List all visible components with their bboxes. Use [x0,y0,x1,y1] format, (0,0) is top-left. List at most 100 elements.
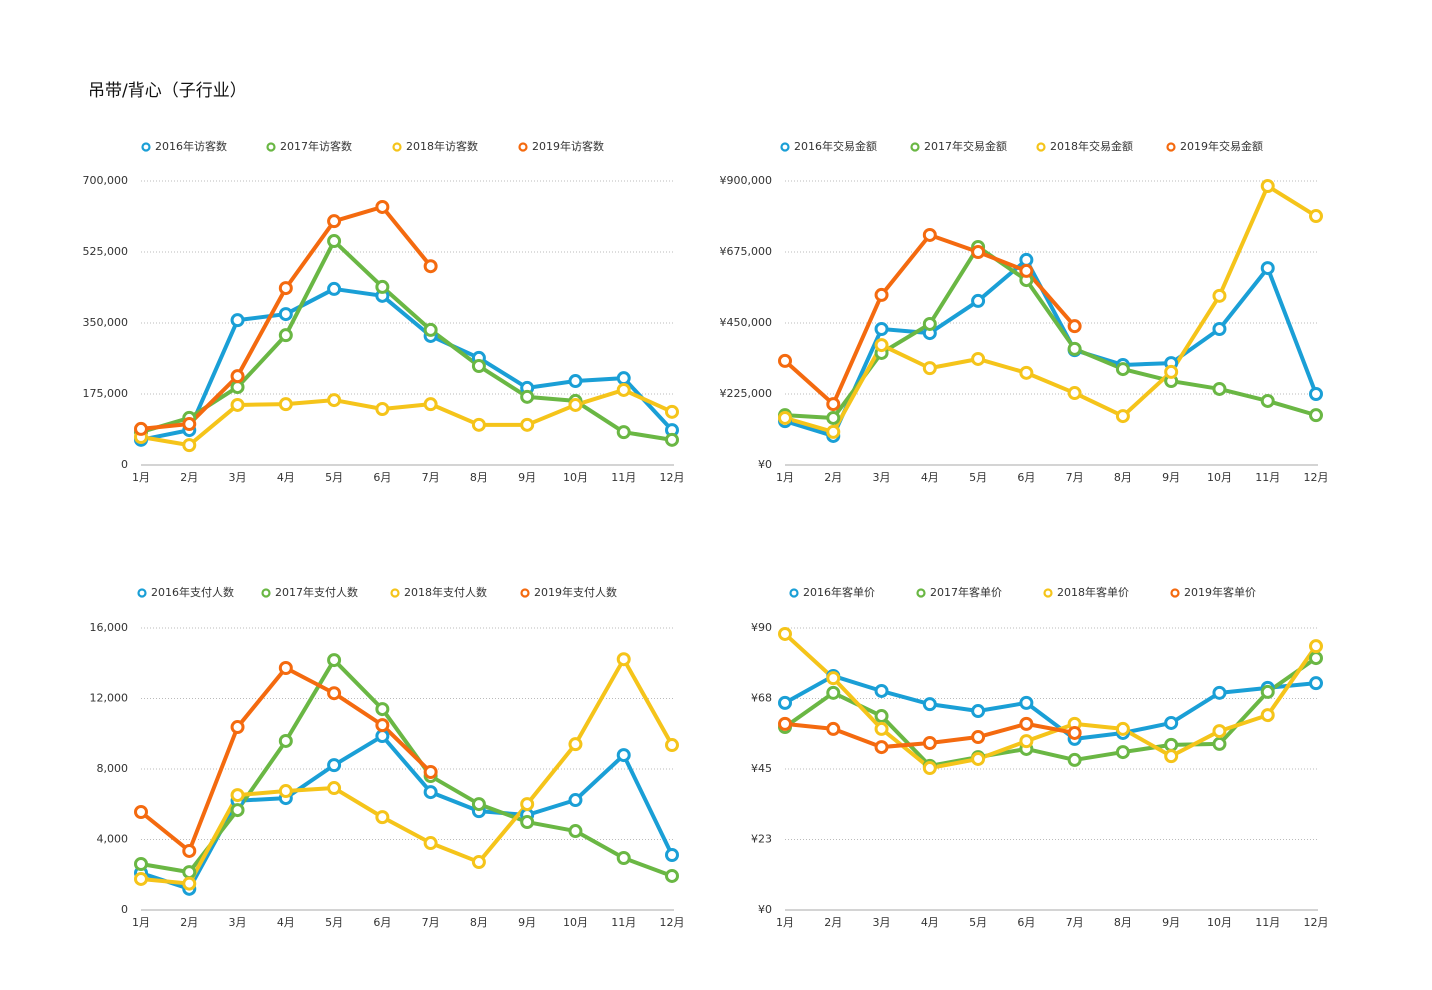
data-point [1309,651,1323,666]
data-point [520,797,535,812]
data-point [922,697,937,712]
data-point [278,281,293,296]
data-point [1115,745,1130,760]
data-point [826,685,841,700]
x-tick-label: 2月 [824,916,842,929]
data-point [665,432,679,447]
data-point [922,361,937,376]
legend-marker [916,588,926,598]
legend-marker [1166,142,1176,152]
data-point [1067,319,1082,334]
series-line [140,658,673,878]
series-line [140,734,674,891]
legend-label: 2017年支付人数 [275,585,358,599]
data-point [375,718,390,733]
data-point [778,695,792,710]
data-point [182,417,197,432]
y-tick-label: ¥675,000 [720,245,773,258]
y-tick-label: ¥900,000 [720,174,773,187]
y-tick-label: ¥23 [751,833,772,846]
legend-label: 2016年支付人数 [151,585,234,599]
x-tick-label: 7月 [422,916,440,929]
data-point [230,397,245,412]
data-point [1309,676,1323,691]
series-line [140,239,673,442]
x-tick-label: 10月 [563,471,588,484]
legend-label: 2016年客单价 [803,585,875,599]
data-point [423,836,438,851]
series-line [784,673,1317,741]
data-point [134,805,148,820]
legend-label: 2018年支付人数 [404,585,487,599]
data-point [278,661,293,676]
data-point [971,730,986,745]
y-tick-label: ¥45 [751,762,772,775]
legend-marker [520,588,530,598]
data-point [471,359,486,374]
data-point [278,733,293,748]
legend-marker [518,142,528,152]
x-tick-label: 1月 [132,916,150,929]
legend-marker [910,142,920,152]
data-point [1164,737,1179,752]
legend-label: 2018年访客数 [406,139,478,153]
x-tick-label: 5月 [969,916,987,929]
data-point [278,328,293,343]
x-tick-label: 2月 [180,471,198,484]
data-point [375,199,390,214]
data-point [327,234,342,249]
data-point [1260,684,1275,699]
y-tick-label: 16,000 [90,621,129,634]
x-tick-label: 8月 [1114,471,1132,484]
data-point [568,374,583,389]
data-point [1115,362,1130,377]
data-point [471,797,486,812]
data-point [230,788,245,803]
data-point [1212,381,1227,396]
y-tick-label: ¥0 [758,458,772,471]
data-point [971,293,986,308]
legend-marker [1036,142,1046,152]
data-point [778,410,792,425]
data-point [278,307,293,322]
data-point [471,855,486,870]
y-tick-label: ¥225,000 [720,387,773,400]
x-tick-label: 4月 [921,916,939,929]
data-point [1212,288,1227,303]
data-point [874,709,889,724]
x-tick-label: 7月 [422,471,440,484]
data-point [874,321,889,336]
data-point [568,737,583,752]
x-tick-label: 4月 [277,471,295,484]
data-point [375,810,390,825]
series-line [783,632,1318,771]
legend-marker [1170,588,1180,598]
y-tick-label: 175,000 [83,387,129,400]
data-point [1164,364,1179,379]
data-point [520,815,535,830]
data-point [826,410,841,425]
x-tick-label: 8月 [470,471,488,484]
x-tick-label: 11月 [611,916,636,929]
x-tick-label: 6月 [373,916,391,929]
data-point [1019,263,1034,278]
legend-label: 2019年支付人数 [534,585,617,599]
data-point [971,245,986,259]
data-point [327,781,342,796]
legend-label: 2019年交易金额 [1180,139,1263,153]
x-tick-label: 2月 [824,471,842,484]
data-point [971,704,986,719]
data-point [826,424,841,439]
y-tick-label: 525,000 [83,245,129,258]
legend-label: 2019年客单价 [1184,585,1256,599]
page-title: 吊带/背心（子行业） [88,81,247,101]
x-tick-label: 8月 [1114,916,1132,929]
data-point [1067,341,1082,356]
data-point [922,735,937,750]
data-point [520,417,535,432]
data-point [1309,387,1323,401]
x-tick-label: 3月 [229,916,247,929]
data-point [230,369,245,384]
data-point [874,338,889,353]
